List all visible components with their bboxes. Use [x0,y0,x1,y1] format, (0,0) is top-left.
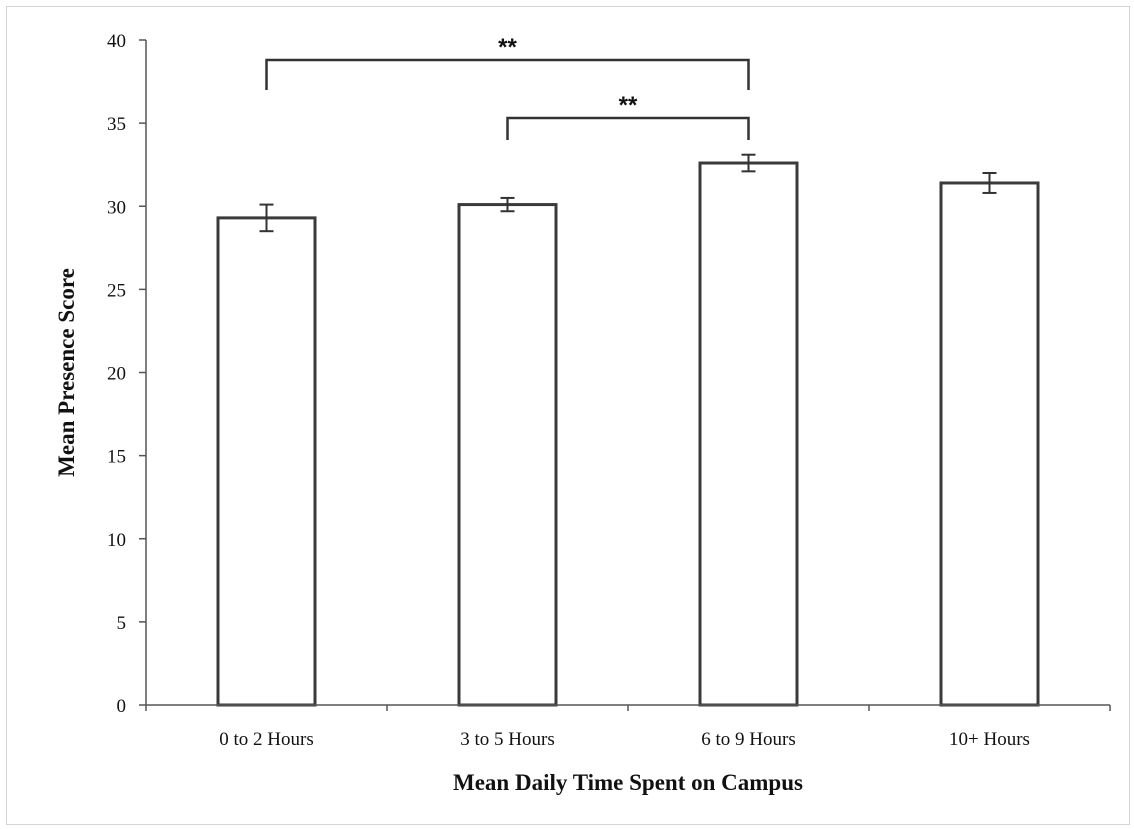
bar [216,216,317,707]
bar [457,203,558,707]
x-axis-title: Mean Daily Time Spent on Campus [453,770,803,795]
error-bar [982,172,997,194]
y-tick-label: 40 [107,31,126,52]
y-tick-label: 35 [107,114,126,135]
error-bars [259,153,997,233]
bar [698,161,799,707]
error-bar [741,153,756,173]
error-bar [259,203,274,233]
x-tick-label: 3 to 5 Hours [460,729,554,750]
y-tick-label: 20 [107,364,126,385]
bar [939,181,1040,707]
significance-brackets: ** ** [265,34,750,140]
significance-label: ** [619,92,638,119]
x-tick-label: 6 to 9 Hours [701,729,795,750]
y-tick-label: 5 [117,613,127,634]
y-axis-ticks: 0 5 10 15 20 25 30 35 40 [107,31,146,717]
y-tick-label: 0 [117,696,127,717]
error-bar [500,196,515,213]
y-tick-label: 15 [107,447,126,468]
y-axis-title: Mean Presence Score [54,268,79,477]
x-tick-label: 0 to 2 Hours [219,729,313,750]
significance-bracket: ** [506,92,750,140]
bars [216,161,1040,707]
significance-label: ** [498,34,517,61]
y-tick-label: 30 [107,197,126,218]
x-tick-label: 10+ Hours [949,729,1030,750]
y-tick-label: 10 [107,530,126,551]
x-axis-ticks: 0 to 2 Hours 3 to 5 Hours 6 to 9 Hours 10+ … [145,705,1111,750]
y-tick-label: 25 [107,280,126,301]
significance-bracket: ** [265,34,750,90]
